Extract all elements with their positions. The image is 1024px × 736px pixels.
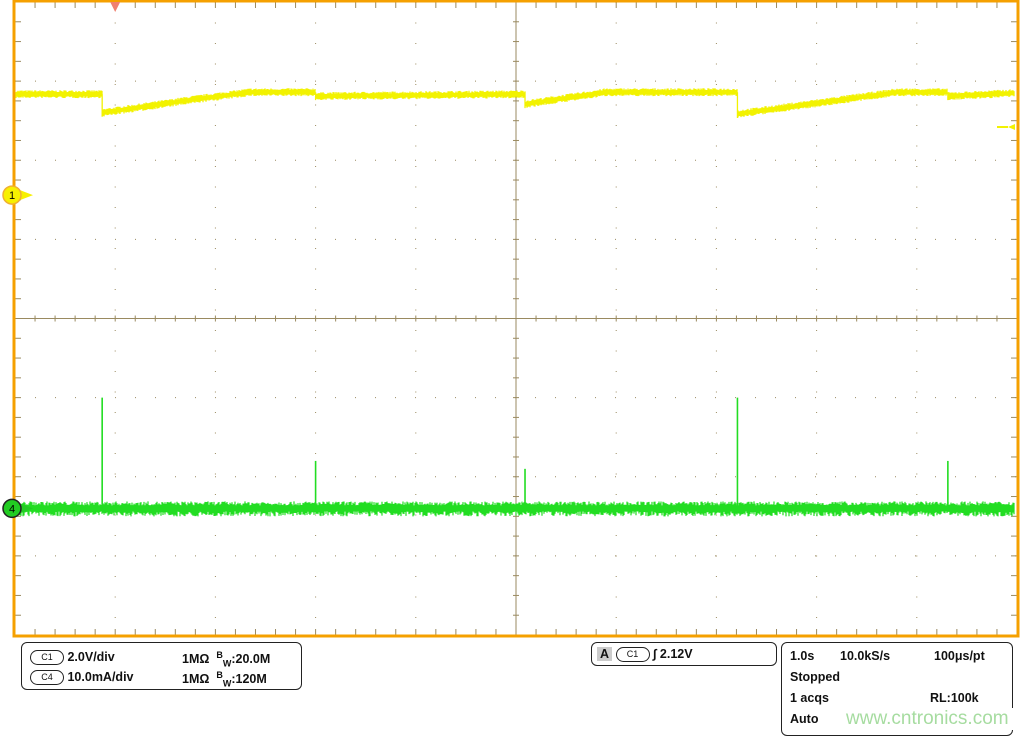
channel-ground-label: 1 — [9, 190, 15, 202]
channel-4-input: 1MΩ BW:120M — [182, 670, 267, 689]
channel-badge: C4 — [30, 670, 64, 686]
acquisition-count: 1 acqs — [790, 691, 829, 705]
channel-ground-label: 4 — [9, 503, 15, 515]
rising-edge-icon: ∫ — [653, 647, 657, 661]
watermark: www.cntronics.com — [840, 708, 1015, 730]
channel-1-input: 1MΩ BW:20.0M — [182, 650, 271, 669]
trigger-level-marker — [1008, 124, 1015, 131]
ground-marker-arrow — [20, 503, 33, 514]
trigger-source: C1 — [615, 647, 650, 663]
trigger-level: 2.12V — [659, 647, 693, 661]
trigger-position-marker — [110, 2, 121, 12]
c1-trace — [15, 88, 1015, 118]
run-state: Stopped — [790, 670, 840, 684]
channel-ground-marker — [2, 498, 22, 519]
graticule-frame — [12, 0, 1020, 638]
trigger-mode-auto: Auto — [790, 712, 819, 726]
channel-ground-marker — [2, 185, 22, 205]
channel-settings-panel: C1 2.0V/div 1MΩ BW:20.0M C4 10.0mA/div 1… — [21, 642, 302, 690]
timebase: 1.0s — [790, 649, 815, 663]
channel-4-row[interactable]: C4 10.0mA/div — [30, 670, 134, 686]
channel-scale: 2.0V/div — [67, 650, 115, 664]
ground-marker-arrow — [20, 190, 33, 201]
channel-badge: C1 — [30, 650, 64, 666]
trigger-panel[interactable]: A C1 ∫ 2.12V — [591, 642, 777, 666]
record-length: RL:100k — [930, 691, 979, 705]
channel-1-row[interactable]: C1 2.0V/div — [30, 650, 115, 666]
waveform-display: 14 — [2, 0, 1020, 638]
channel-scale: 10.0mA/div — [67, 670, 134, 684]
c4-trace — [15, 501, 1015, 517]
sample-rate: 10.0kS/s — [840, 649, 891, 663]
trigger-mode: A — [597, 647, 613, 661]
resolution: 100μs/pt — [934, 649, 985, 663]
